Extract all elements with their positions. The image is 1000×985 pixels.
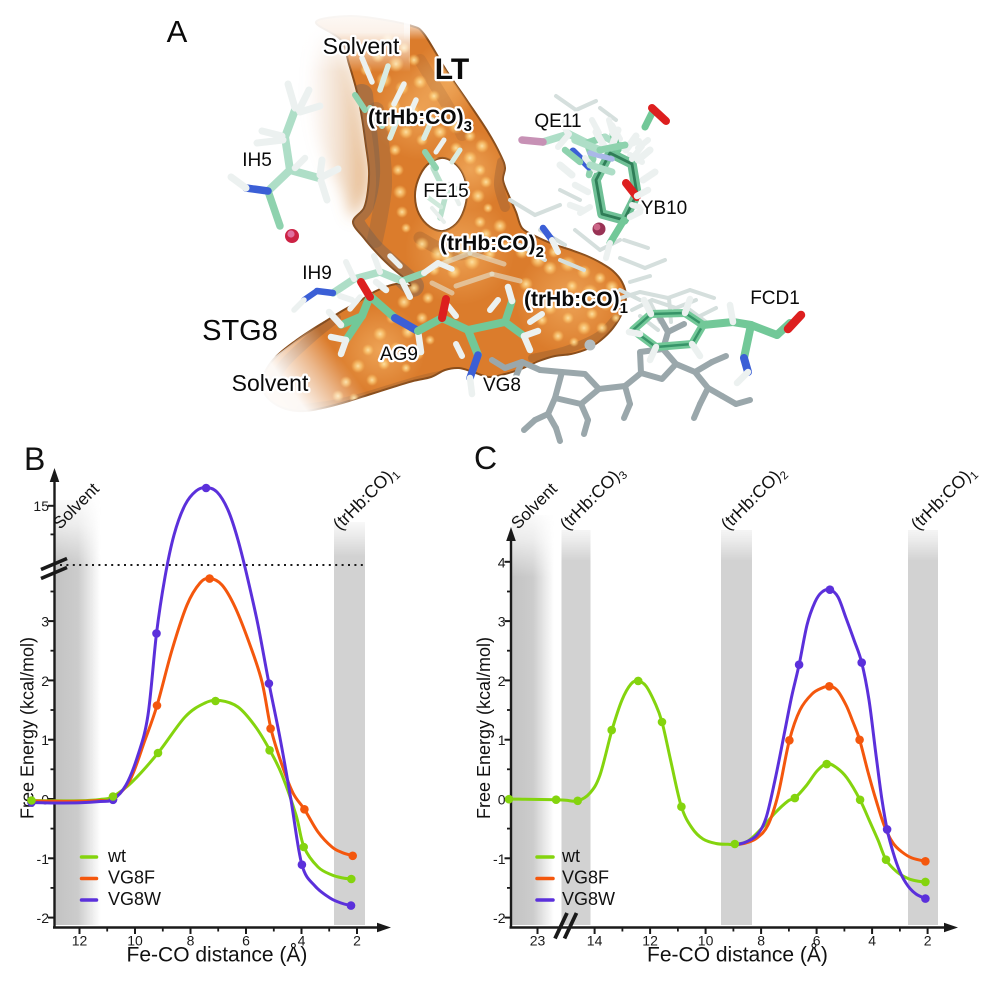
svg-text:STG8: STG8 (202, 315, 278, 347)
svg-text:0: 0 (498, 792, 506, 808)
svg-text:wt: wt (561, 846, 580, 866)
svg-text:3: 3 (41, 614, 49, 630)
svg-text:VG8F: VG8F (108, 868, 155, 888)
svg-text:6: 6 (813, 933, 821, 949)
svg-text:23: 23 (530, 933, 546, 949)
svg-text:15: 15 (33, 498, 49, 514)
svg-text:IH9: IH9 (302, 263, 332, 284)
svg-text:2: 2 (498, 673, 506, 689)
svg-text:YB10: YB10 (641, 198, 687, 219)
svg-text:-1: -1 (37, 851, 50, 867)
svg-text:Fe-CO distance (Å): Fe-CO distance (Å) (127, 944, 308, 967)
svg-text:1: 1 (41, 732, 49, 748)
svg-text:AG9: AG9 (380, 344, 418, 365)
svg-text:C: C (474, 440, 497, 476)
svg-text:2: 2 (41, 673, 49, 689)
svg-text:4: 4 (868, 933, 876, 949)
svg-text:10: 10 (698, 933, 714, 949)
svg-text:FE15: FE15 (423, 181, 468, 202)
svg-text:2: 2 (353, 933, 361, 949)
svg-text:-2: -2 (37, 910, 50, 926)
svg-text:8: 8 (187, 933, 195, 949)
svg-text:6: 6 (242, 933, 250, 949)
svg-text:Solvent: Solvent (232, 370, 309, 396)
svg-text:Fe-CO distance (Å): Fe-CO distance (Å) (647, 944, 828, 967)
svg-text:12: 12 (642, 933, 658, 949)
svg-text:2: 2 (924, 933, 932, 949)
svg-text:-2: -2 (493, 910, 506, 926)
svg-text:B: B (24, 441, 45, 477)
svg-text:wt: wt (107, 846, 126, 866)
svg-text:VG8W: VG8W (108, 889, 161, 909)
svg-text:IH5: IH5 (242, 150, 272, 171)
svg-text:14: 14 (587, 933, 603, 949)
svg-text:Free Energy (kcal/mol): Free Energy (kcal/mol) (18, 637, 38, 819)
svg-text:QE11: QE11 (534, 111, 581, 132)
svg-text:4: 4 (498, 554, 506, 570)
svg-text:3: 3 (498, 614, 506, 630)
svg-text:-1: -1 (493, 851, 506, 867)
svg-text:8: 8 (757, 933, 765, 949)
svg-text:Free Energy (kcal/mol): Free Energy (kcal/mol) (474, 637, 494, 819)
svg-text:4: 4 (298, 933, 306, 949)
svg-text:VG8W: VG8W (562, 889, 615, 909)
svg-text:12: 12 (72, 933, 88, 949)
svg-text:1: 1 (498, 732, 506, 748)
svg-text:Solvent: Solvent (323, 33, 400, 59)
svg-text:LT: LT (435, 53, 469, 86)
svg-text:10: 10 (127, 933, 143, 949)
svg-text:A: A (167, 14, 188, 49)
svg-text:VG8F: VG8F (562, 868, 609, 888)
svg-text:VG8: VG8 (483, 375, 521, 396)
svg-text:FCD1: FCD1 (750, 288, 800, 309)
